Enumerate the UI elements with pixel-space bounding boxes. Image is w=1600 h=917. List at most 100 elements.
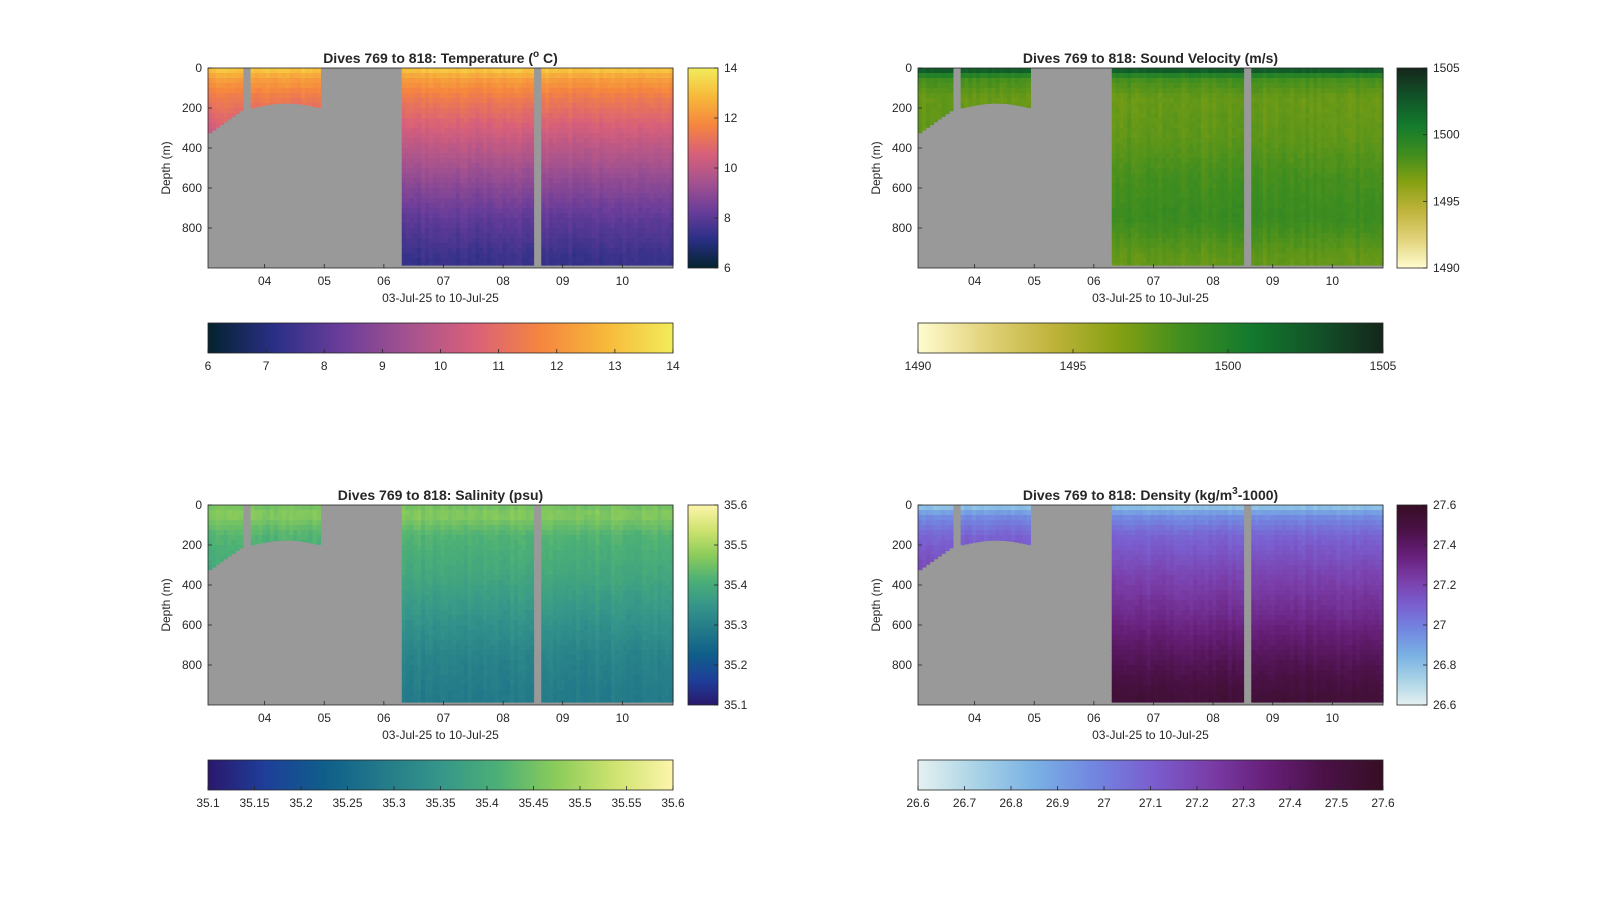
heatmap-cell xyxy=(545,243,550,249)
heatmap-cell xyxy=(1251,153,1256,159)
heatmap-cell xyxy=(467,168,473,174)
heatmap-cell xyxy=(525,213,531,219)
heatmap-cell xyxy=(312,103,318,108)
heatmap-cell xyxy=(1173,223,1179,229)
heatmap-cell xyxy=(1111,208,1117,214)
heatmap-cell xyxy=(568,228,573,234)
heatmap-cell xyxy=(436,148,442,154)
heatmap-cell xyxy=(1169,198,1175,204)
heatmap-cell xyxy=(1266,248,1272,254)
heatmap-cell xyxy=(444,103,449,109)
x-tick-label: 07 xyxy=(437,274,451,288)
heatmap-cell xyxy=(568,158,573,164)
heatmap-cell xyxy=(448,253,453,259)
heatmap-cell xyxy=(580,248,585,254)
heatmap-cell xyxy=(1278,228,1283,234)
heatmap-cell xyxy=(1115,123,1121,129)
heatmap-cell xyxy=(618,238,624,244)
heatmap-cell xyxy=(417,103,422,109)
heatmap-cell xyxy=(1262,123,1268,129)
heatmap-cell xyxy=(1197,238,1202,244)
heatmap-cell xyxy=(494,203,500,209)
heatmap-cell xyxy=(665,158,670,164)
heatmap-cell xyxy=(440,98,445,104)
heatmap-cell xyxy=(208,128,213,134)
heatmap-cell xyxy=(638,133,643,139)
heatmap-cell xyxy=(630,233,635,239)
heatmap-cell xyxy=(1181,168,1186,174)
heatmap-cell xyxy=(622,218,628,224)
heatmap-cell xyxy=(239,98,244,104)
heatmap-cell xyxy=(1181,193,1186,199)
heatmap-cell xyxy=(968,73,973,79)
heatmap-cell xyxy=(215,98,221,104)
heatmap-cell xyxy=(630,178,635,184)
heatmap-cell xyxy=(1251,198,1256,204)
heatmap-cell xyxy=(611,263,616,266)
heatmap-cell xyxy=(587,88,593,94)
heatmap-cell xyxy=(572,248,577,254)
heatmap-cell xyxy=(1158,93,1163,99)
heatmap-cell xyxy=(645,148,651,154)
heatmap-cell xyxy=(1014,98,1020,104)
heatmap-cell xyxy=(436,143,442,149)
heatmap-cell xyxy=(642,133,647,139)
heatmap-cell xyxy=(933,73,938,79)
heatmap-cell xyxy=(645,103,651,109)
heatmap-cell xyxy=(618,83,624,89)
heatmap-cell xyxy=(918,98,923,104)
heatmap-cell xyxy=(1111,158,1117,164)
heatmap-cell xyxy=(1200,138,1206,144)
heatmap-cell xyxy=(456,203,461,209)
heatmap-cell xyxy=(432,248,438,254)
heatmap-cell xyxy=(1135,253,1140,259)
heatmap-cell xyxy=(479,98,484,104)
heatmap-cell xyxy=(1166,93,1171,99)
heatmap-cell xyxy=(270,93,275,99)
heatmap-cell xyxy=(649,158,655,164)
heatmap-cell xyxy=(1127,123,1132,129)
heatmap-cell xyxy=(1239,138,1245,144)
heatmap-cell xyxy=(316,103,321,108)
heatmap-cell xyxy=(564,213,569,219)
heatmap-cell xyxy=(1189,263,1194,266)
heatmap-cell xyxy=(1158,213,1163,219)
heatmap-cell xyxy=(618,258,624,264)
heatmap-cell xyxy=(1282,148,1287,154)
heatmap-cell xyxy=(545,123,550,129)
heatmap-cell xyxy=(1200,203,1206,209)
heatmap-cell xyxy=(657,198,662,204)
heatmap-cell xyxy=(634,233,639,239)
heatmap-cell xyxy=(1259,198,1264,204)
heatmap-cell xyxy=(436,183,442,189)
heatmap-cell xyxy=(494,243,500,249)
heatmap-cell xyxy=(1166,223,1171,229)
heatmap-cell xyxy=(483,163,488,169)
heatmap-cell xyxy=(583,228,589,234)
heatmap-cell xyxy=(1127,253,1132,259)
heatmap-cell xyxy=(1278,198,1283,204)
heatmap-cell xyxy=(1224,178,1229,184)
heatmap-cell xyxy=(223,68,228,74)
heatmap-cell xyxy=(1177,263,1183,266)
heatmap-cell xyxy=(452,118,457,124)
heatmap-cell xyxy=(611,168,616,174)
heatmap-cell xyxy=(929,118,935,124)
heatmap-cell xyxy=(487,108,492,114)
heatmap-cell xyxy=(266,103,271,106)
heatmap-cell xyxy=(1193,238,1198,244)
heatmap-cell xyxy=(560,203,566,209)
heatmap-cell xyxy=(1220,68,1225,74)
heatmap-cell xyxy=(304,68,310,74)
heatmap-cell xyxy=(1204,158,1210,164)
heatmap-cell xyxy=(448,183,453,189)
heatmap-cell xyxy=(541,143,546,149)
heatmap-cell xyxy=(529,198,535,204)
heatmap-cell xyxy=(440,163,445,169)
heatmap-cell xyxy=(459,173,465,179)
heatmap-cell xyxy=(945,103,950,109)
heatmap-cell xyxy=(545,68,550,74)
heatmap-cell xyxy=(595,188,600,194)
heatmap-cell xyxy=(645,248,651,254)
heatmap-cell xyxy=(316,68,321,74)
